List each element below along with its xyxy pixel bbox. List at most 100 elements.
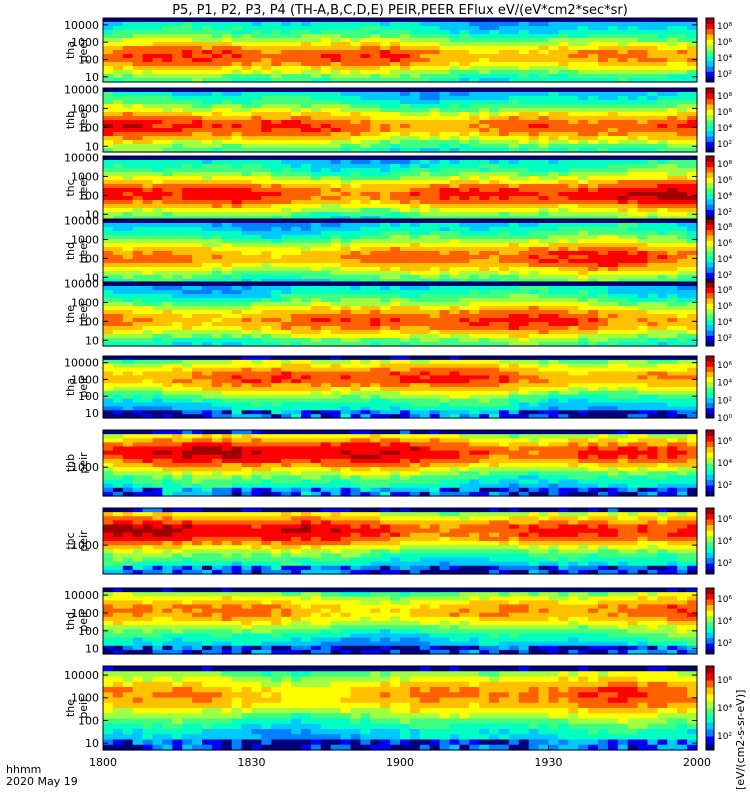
heatmap-cell: [132, 318, 144, 323]
heatmap-cell: [469, 188, 480, 193]
heatmap-cell: [122, 208, 134, 213]
heatmap-cell: [380, 208, 391, 213]
heatmap-cell: [598, 290, 609, 295]
heatmap-cell: [340, 50, 352, 55]
heatmap-cell: [103, 26, 114, 31]
heatmap-cell: [291, 116, 302, 121]
heatmap-cell: [409, 148, 421, 153]
heatmap-cell: [538, 58, 550, 63]
heatmap-cell: [479, 239, 490, 244]
heatmap-cell: [528, 302, 540, 307]
heatmap-cell: [518, 62, 530, 67]
heatmap-cell: [647, 164, 658, 169]
heatmap-cell: [310, 216, 322, 221]
heatmap-cell: [409, 70, 421, 75]
heatmap-cell: [221, 136, 233, 141]
heatmap-cell: [400, 235, 411, 240]
heatmap-cell: [667, 196, 678, 201]
heatmap-cell: [400, 223, 411, 228]
colorbar-segment: [706, 90, 714, 94]
heatmap-cell: [489, 164, 500, 169]
heatmap-cell: [142, 70, 154, 75]
heatmap-cell: [469, 70, 480, 75]
heatmap-cell: [518, 192, 530, 197]
heatmap-cell: [518, 298, 530, 303]
heatmap-cell: [241, 74, 253, 79]
heatmap-cell: [449, 314, 460, 319]
heatmap-cell: [261, 34, 272, 39]
heatmap-cell: [340, 168, 352, 173]
heatmap-cell: [251, 302, 262, 307]
heatmap-cell: [627, 26, 639, 31]
heatmap-cell: [508, 88, 520, 93]
heatmap-cell: [231, 26, 243, 31]
heatmap-cell: [162, 172, 173, 177]
heatmap-cell: [607, 136, 619, 141]
heatmap-cell: [132, 120, 144, 125]
heatmap-cell: [231, 156, 243, 161]
heatmap-cell: [459, 160, 470, 165]
heatmap-cell: [499, 22, 510, 27]
heatmap-cell: [607, 200, 619, 205]
heatmap-cell: [142, 62, 154, 67]
heatmap-cell: [627, 46, 639, 51]
heatmap-cell: [192, 50, 203, 55]
heatmap-cell: [489, 251, 500, 256]
heatmap-cell: [429, 74, 441, 79]
heatmap-cell: [192, 298, 203, 303]
heatmap-cell: [489, 219, 500, 224]
heatmap-cell: [172, 124, 183, 129]
heatmap-cell: [538, 231, 550, 236]
heatmap-cell: [291, 62, 302, 67]
heatmap-cell: [558, 196, 569, 201]
heatmap-cell: [499, 96, 510, 101]
heatmap-cell: [657, 326, 668, 331]
heatmap-cell: [122, 184, 134, 189]
heatmap-cell: [271, 330, 282, 335]
heatmap-cell: [518, 275, 530, 280]
heatmap-cell: [192, 247, 203, 252]
heatmap-cell: [687, 62, 698, 67]
heatmap-cell: [162, 263, 173, 268]
heatmap-cell: [568, 223, 579, 228]
heatmap-cell: [192, 168, 203, 173]
heatmap-cell: [538, 112, 550, 117]
heatmap-cell: [281, 140, 292, 145]
heatmap-cell: [340, 26, 352, 31]
heatmap-cell: [152, 282, 163, 287]
heatmap-cell: [380, 30, 391, 35]
heatmap-cell: [409, 18, 421, 23]
heatmap-cell: [350, 46, 361, 51]
heatmap-cell: [390, 26, 401, 31]
heatmap-cell: [518, 108, 530, 113]
heatmap-cell: [320, 46, 332, 51]
heatmap-cell: [489, 62, 500, 67]
heatmap-cell: [291, 314, 302, 319]
heatmap-cell: [499, 148, 510, 153]
heatmap-cell: [330, 128, 342, 133]
heatmap-cell: [370, 334, 381, 339]
heatmap-cell: [251, 259, 262, 264]
heatmap-cell: [687, 282, 698, 287]
heatmap-cell: [439, 108, 451, 113]
heatmap-cell: [687, 310, 698, 315]
heatmap-cell: [301, 168, 312, 173]
heatmap-cell: [518, 180, 530, 185]
heatmap-cell: [182, 251, 193, 256]
heatmap-cell: [578, 70, 589, 75]
heatmap-cell: [172, 112, 183, 117]
heatmap-cell: [479, 286, 490, 291]
heatmap-cell: [439, 310, 451, 315]
heatmap-cell: [588, 104, 599, 109]
heatmap-cell: [291, 136, 302, 141]
heatmap-cell: [627, 176, 639, 181]
heatmap-cell: [281, 216, 292, 221]
heatmap-cell: [241, 96, 253, 101]
heatmap-cell: [231, 50, 243, 55]
heatmap-cell: [241, 310, 253, 315]
heatmap-cell: [459, 275, 470, 280]
heatmap-cell: [479, 54, 490, 59]
heatmap-cell: [142, 259, 154, 264]
heatmap-cell: [390, 112, 401, 117]
heatmap-cell: [251, 334, 262, 339]
